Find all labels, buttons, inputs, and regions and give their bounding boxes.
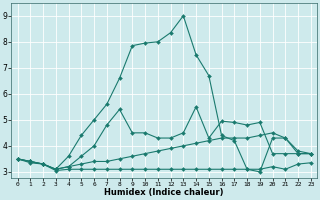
- X-axis label: Humidex (Indice chaleur): Humidex (Indice chaleur): [104, 188, 224, 197]
